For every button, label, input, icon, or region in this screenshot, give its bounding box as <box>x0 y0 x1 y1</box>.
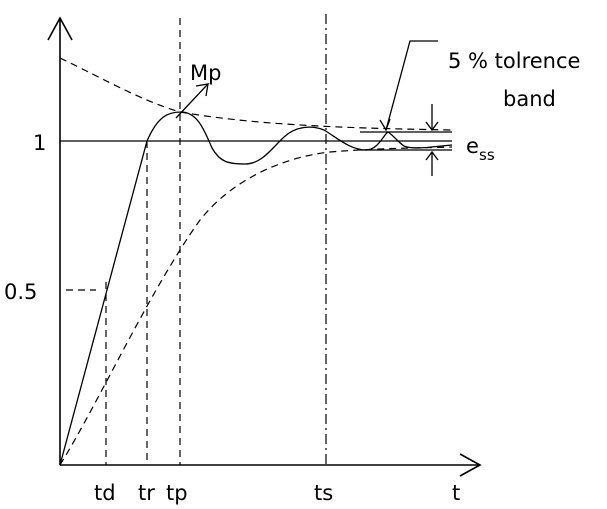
tolerance-band <box>360 131 452 151</box>
x-axis-arrow <box>459 453 482 477</box>
x-label-ts: ts <box>314 481 333 505</box>
y-tick-half: 0.5 <box>4 280 37 304</box>
ess-marker <box>425 104 439 176</box>
x-axis-label-t: t <box>452 481 460 505</box>
mp-pointer-head <box>205 83 209 97</box>
underdamped-response-curve <box>59 111 453 466</box>
lower-envelope-curve <box>59 146 453 466</box>
y-axis-arrow <box>47 16 73 41</box>
upper-envelope-curve <box>59 57 453 131</box>
x-label-tr: tr <box>138 481 155 505</box>
ess-arrowhead-lower <box>425 150 439 161</box>
tolerance-label-line1: 5 % tolrence <box>448 49 580 73</box>
tolerance-leader-head <box>379 118 391 132</box>
x-label-tp: tp <box>166 481 188 505</box>
mp-pointer <box>175 83 210 119</box>
mp-label: Mp <box>190 61 221 85</box>
tolerance-leader <box>385 40 438 131</box>
axes <box>47 16 482 477</box>
ess-label: e <box>466 134 479 158</box>
y-tick-one: 1 <box>33 131 46 155</box>
tolerance-label-line2: band <box>503 87 556 111</box>
ess-subscript: ss <box>479 146 495 164</box>
x-label-td: td <box>94 481 116 505</box>
